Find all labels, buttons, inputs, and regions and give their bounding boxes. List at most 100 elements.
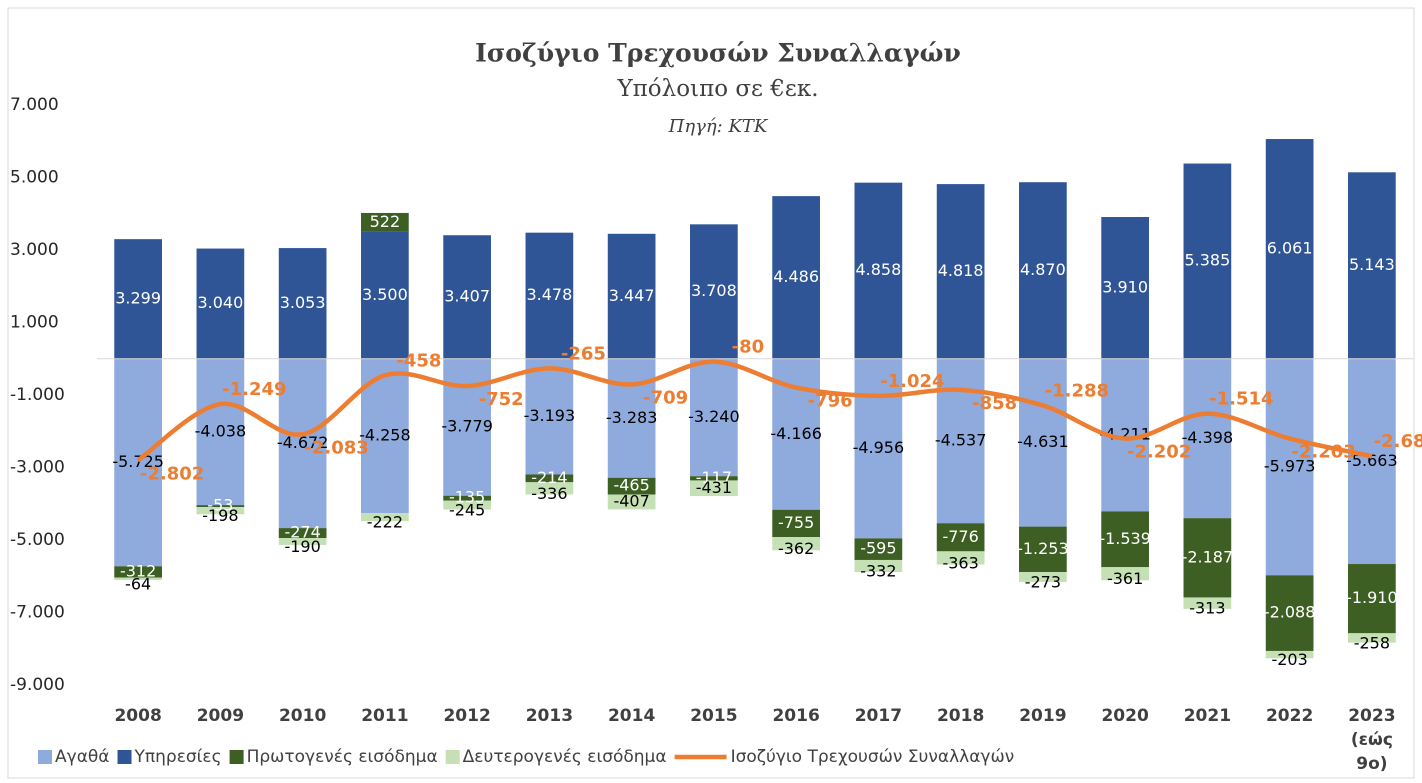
bar-segment [772, 196, 820, 359]
bar-segment [854, 559, 903, 573]
data-label: 3.447 [609, 286, 655, 305]
bar-segment [443, 235, 491, 359]
y-tick-label: -7.000 [10, 603, 65, 623]
data-label: 522 [370, 212, 401, 231]
data-label: -135 [449, 488, 485, 507]
data-label: -3.283 [606, 408, 658, 427]
line-label: -1.024 [880, 371, 944, 392]
data-label: 3.299 [115, 288, 161, 307]
data-label: 3.708 [691, 281, 737, 300]
y-tick-label: 1.000 [10, 313, 59, 333]
bar-segment [1183, 597, 1232, 609]
data-label: 3.407 [444, 286, 490, 305]
x-tick-label: 2022 [1266, 706, 1313, 726]
y-tick-label: 5.000 [10, 168, 59, 188]
bar-segment [196, 248, 245, 359]
bar-segment [114, 577, 162, 580]
x-tick-line: 9ο) [1356, 754, 1387, 774]
x-tick-label: 2013 [526, 706, 573, 726]
x-tick-line: 2023 [1348, 706, 1395, 726]
bar-segment [936, 358, 985, 524]
bar-segment [1183, 518, 1232, 598]
data-label: -4.631 [1017, 432, 1069, 451]
bar-segment [1265, 575, 1314, 651]
data-label: -203 [1271, 650, 1307, 669]
data-label: -3.193 [524, 406, 576, 425]
bar-segment [854, 358, 903, 539]
line-label: -2.202 [1127, 442, 1191, 463]
data-label: -4.672 [277, 433, 329, 452]
bar-segment [690, 358, 738, 477]
bar-segment [1101, 511, 1149, 568]
data-label: -755 [778, 513, 814, 532]
line [136, 359, 1373, 463]
line-label: -2.802 [140, 463, 204, 484]
x-tick-label: 2011 [361, 706, 408, 726]
x-tick-label: 2023 (εώς 9ο) [1348, 706, 1395, 774]
bar-segment [278, 358, 327, 529]
bar-segment [278, 248, 327, 359]
data-label: -336 [531, 484, 567, 503]
data-label: 5.143 [1349, 255, 1395, 274]
data-label: -274 [284, 523, 320, 542]
line-label: -752 [479, 389, 524, 410]
data-label: -117 [696, 468, 732, 487]
data-label: -1.910 [1346, 588, 1398, 607]
data-label: 4.486 [773, 267, 819, 286]
legend-swatch [229, 750, 244, 764]
bar-segment [936, 551, 985, 565]
bar-segment [607, 233, 656, 359]
line-label: -2.203 [1291, 442, 1355, 463]
bar-segment [196, 507, 245, 515]
data-label: -595 [860, 539, 896, 558]
line-label: -858 [972, 393, 1017, 414]
data-label: 4.858 [855, 260, 901, 279]
data-label: -245 [449, 501, 485, 520]
legend-label: Υπηρεσίες [134, 747, 222, 767]
line-label: -458 [396, 350, 441, 371]
y-tick-label: -3.000 [10, 458, 65, 478]
bar-segment [525, 232, 574, 359]
data-label: -2.187 [1182, 547, 1234, 566]
data-label: -776 [942, 527, 978, 546]
bar-segment [525, 358, 574, 475]
bar-segment [936, 523, 985, 552]
x-tick-label: 2010 [279, 706, 326, 726]
data-label: -4.166 [770, 424, 822, 443]
bar-segment [1019, 572, 1067, 582]
data-label: 4.870 [1020, 260, 1066, 279]
bar-segment [1348, 358, 1396, 565]
data-label: -1.253 [1017, 539, 1069, 558]
legend-swatch [38, 750, 52, 764]
data-label: -407 [613, 491, 649, 510]
x-tick-label: 2021 [1184, 706, 1231, 726]
bar-segment [196, 358, 245, 506]
bar-segment [196, 505, 245, 508]
bar-segment [1183, 163, 1232, 359]
bar-segment [690, 480, 738, 497]
data-label: -273 [1025, 572, 1061, 591]
data-label: -222 [367, 513, 403, 532]
line-label: -2.688 [1374, 431, 1422, 452]
y-tick-label: 3.000 [10, 240, 59, 260]
x-tick-label: 2019 [1019, 706, 1066, 726]
data-label: 3.053 [280, 293, 326, 312]
bar-segment [1348, 633, 1396, 643]
bar-segment [525, 482, 574, 495]
x-tick-label: 2016 [772, 706, 819, 726]
bar-segment [278, 538, 327, 545]
data-label: -361 [1107, 569, 1143, 588]
legend-label: Πρωτογενές εισόδημα [247, 747, 438, 767]
chart-subtitle: Υπόλοιπο σε €εκ. [616, 76, 818, 102]
data-label: 6.061 [1267, 238, 1313, 257]
data-label: -5.725 [112, 452, 164, 471]
data-label: -214 [531, 468, 567, 487]
x-tick-label: 2017 [855, 706, 902, 726]
x-tick-label: 2009 [197, 706, 244, 726]
bar-segment [1348, 564, 1396, 634]
data-label: -4.398 [1182, 428, 1234, 447]
bar-segment [607, 494, 656, 510]
data-label: -4.258 [359, 425, 411, 444]
bar-segment [854, 182, 903, 359]
